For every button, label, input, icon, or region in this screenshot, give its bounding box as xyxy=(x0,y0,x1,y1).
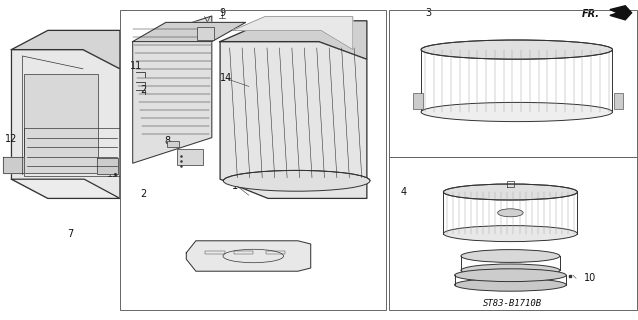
Bar xyxy=(413,93,423,109)
Text: 4: 4 xyxy=(400,187,406,197)
Bar xyxy=(167,141,179,147)
Bar xyxy=(24,74,98,173)
Bar xyxy=(177,149,203,165)
Polygon shape xyxy=(220,42,367,198)
Text: 9: 9 xyxy=(219,8,225,18)
Polygon shape xyxy=(233,17,353,50)
Bar xyxy=(120,10,386,310)
Bar xyxy=(234,251,253,254)
Polygon shape xyxy=(610,6,632,20)
Ellipse shape xyxy=(461,250,560,262)
Text: 7: 7 xyxy=(67,228,73,239)
Text: 2: 2 xyxy=(140,84,147,95)
Text: 14: 14 xyxy=(220,73,233,84)
Ellipse shape xyxy=(454,269,567,282)
Polygon shape xyxy=(186,241,311,271)
Bar xyxy=(614,93,623,109)
Bar xyxy=(266,251,285,254)
Bar xyxy=(24,128,120,176)
Text: 11: 11 xyxy=(130,60,142,71)
Ellipse shape xyxy=(454,278,567,291)
Polygon shape xyxy=(11,179,120,198)
Text: 13: 13 xyxy=(107,169,120,180)
Text: 5: 5 xyxy=(199,24,205,34)
Bar xyxy=(205,251,225,254)
Text: 2: 2 xyxy=(140,188,147,199)
Bar xyxy=(389,10,637,157)
Text: 1: 1 xyxy=(232,180,238,191)
Polygon shape xyxy=(133,16,212,163)
Text: ST83-B1710B: ST83-B1710B xyxy=(484,300,542,308)
Polygon shape xyxy=(97,158,118,174)
Ellipse shape xyxy=(443,226,577,242)
Ellipse shape xyxy=(421,40,612,59)
Ellipse shape xyxy=(443,184,577,200)
Text: 8: 8 xyxy=(165,136,171,146)
Polygon shape xyxy=(11,30,120,69)
Bar xyxy=(197,27,214,40)
Text: 3: 3 xyxy=(426,8,432,18)
Ellipse shape xyxy=(223,170,370,191)
Ellipse shape xyxy=(498,209,523,217)
Polygon shape xyxy=(11,50,120,198)
Text: 6: 6 xyxy=(197,152,203,162)
Polygon shape xyxy=(3,157,24,173)
Polygon shape xyxy=(220,21,367,59)
Polygon shape xyxy=(133,22,246,42)
Text: FR.: FR. xyxy=(582,9,600,20)
Ellipse shape xyxy=(461,264,560,277)
Bar xyxy=(389,157,637,310)
Text: 10: 10 xyxy=(584,273,597,284)
Text: 12: 12 xyxy=(5,134,18,144)
Ellipse shape xyxy=(421,102,612,122)
